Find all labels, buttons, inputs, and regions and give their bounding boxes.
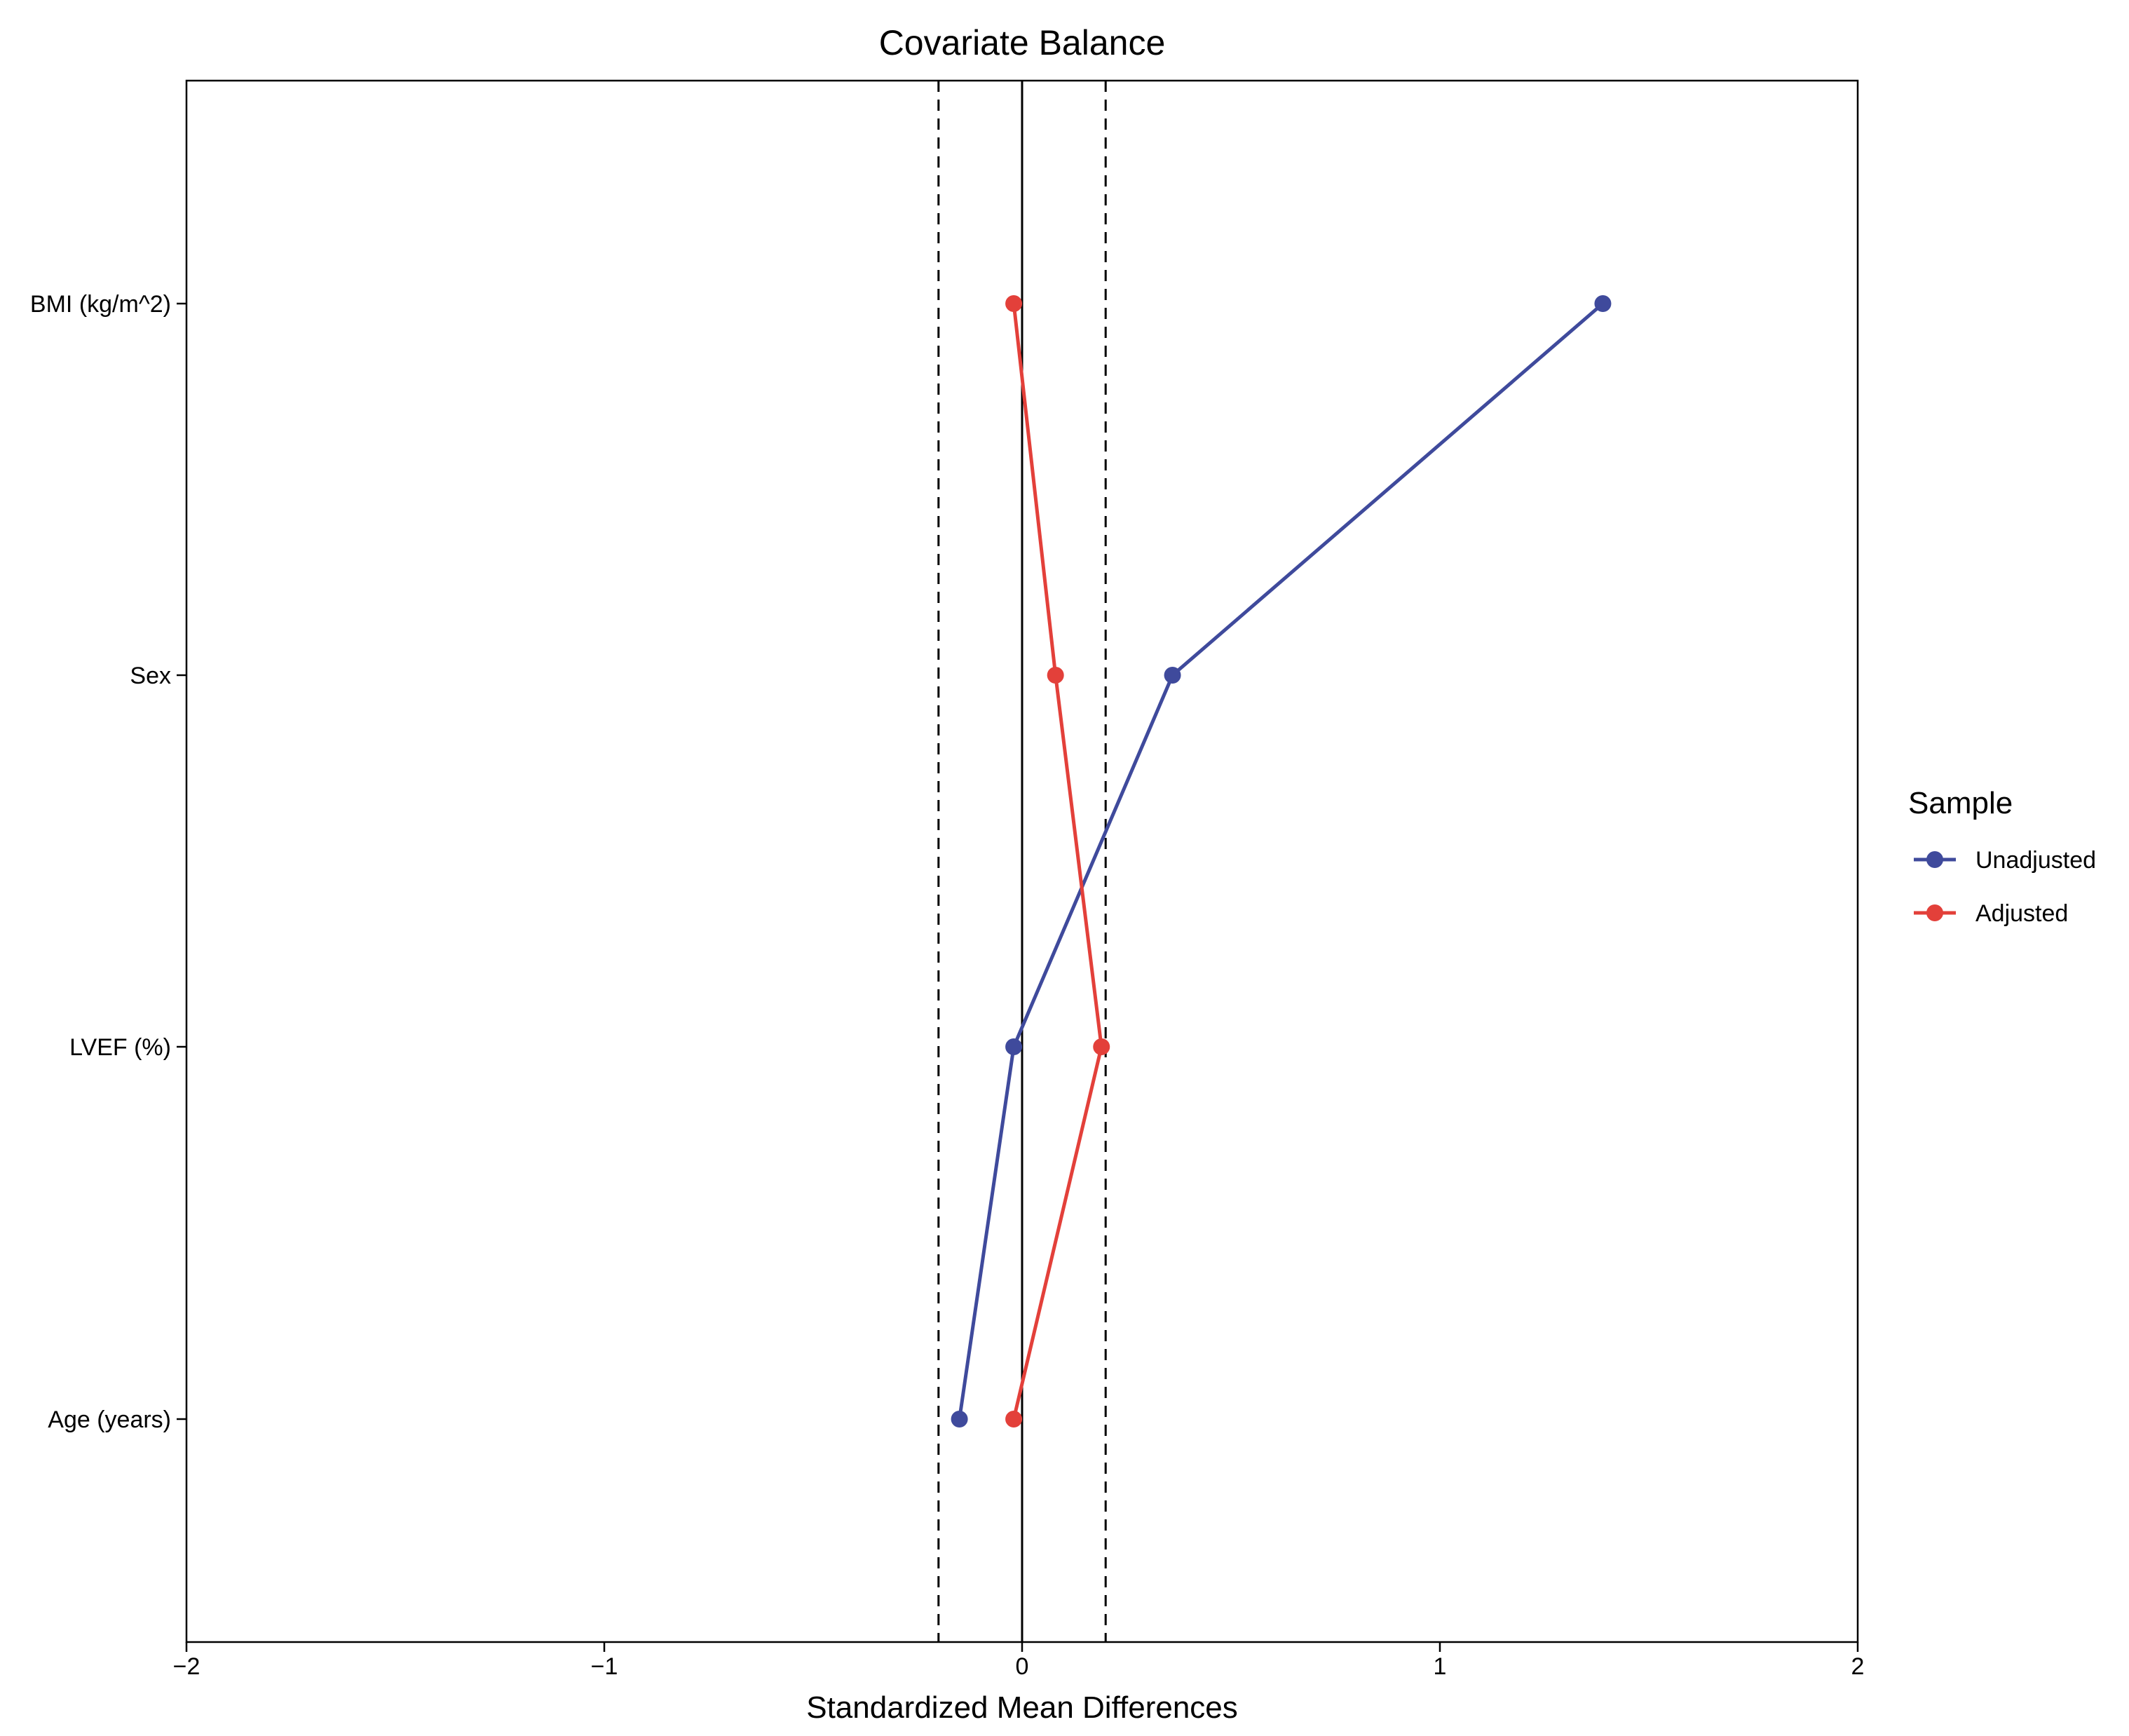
data-point-adjusted-3 xyxy=(1093,1038,1110,1055)
data-point-unadjusted-2 xyxy=(1164,667,1181,684)
series-line-unadjusted xyxy=(958,302,1605,1420)
x-tick-label: −2 xyxy=(173,1653,200,1680)
y-tick-label: LVEF (%) xyxy=(69,1034,171,1061)
x-tick-label: 1 xyxy=(1434,1653,1447,1680)
reference-lines xyxy=(937,81,1107,1642)
data-point-adjusted-1 xyxy=(1005,295,1023,312)
legend-title: Sample xyxy=(1908,786,2013,820)
legend-label-unadjusted: Unadjusted xyxy=(1975,847,2096,874)
series-layer xyxy=(951,295,1612,1428)
legend-key-point-unadjusted xyxy=(1926,851,1943,868)
chart-title: Covariate Balance xyxy=(879,23,1166,62)
data-point-adjusted-2 xyxy=(1047,667,1064,684)
y-axis: BMI (kg/m^2) Sex LVEF (%) Age (years) xyxy=(30,291,186,1433)
legend-label-adjusted: Adjusted xyxy=(1975,900,2068,927)
legend: Sample Unadjusted Adjusted xyxy=(1908,786,2096,927)
x-axis-label: Standardized Mean Differences xyxy=(806,1690,1238,1725)
x-axis: −2 −1 0 1 2 xyxy=(173,1642,1865,1680)
y-tick-label: Age (years) xyxy=(48,1406,171,1433)
legend-key-point-adjusted xyxy=(1926,904,1943,921)
data-point-unadjusted-4 xyxy=(951,1411,968,1428)
data-point-unadjusted-1 xyxy=(1594,295,1612,312)
x-tick-label: −1 xyxy=(591,1653,618,1680)
data-point-unadjusted-3 xyxy=(1005,1038,1023,1055)
series-line-adjusted xyxy=(1012,303,1103,1420)
y-tick-label: BMI (kg/m^2) xyxy=(30,291,171,318)
y-tick-label: Sex xyxy=(130,663,171,689)
x-tick-label: 0 xyxy=(1016,1653,1029,1680)
x-tick-label: 2 xyxy=(1851,1653,1865,1680)
data-point-adjusted-4 xyxy=(1005,1411,1023,1428)
